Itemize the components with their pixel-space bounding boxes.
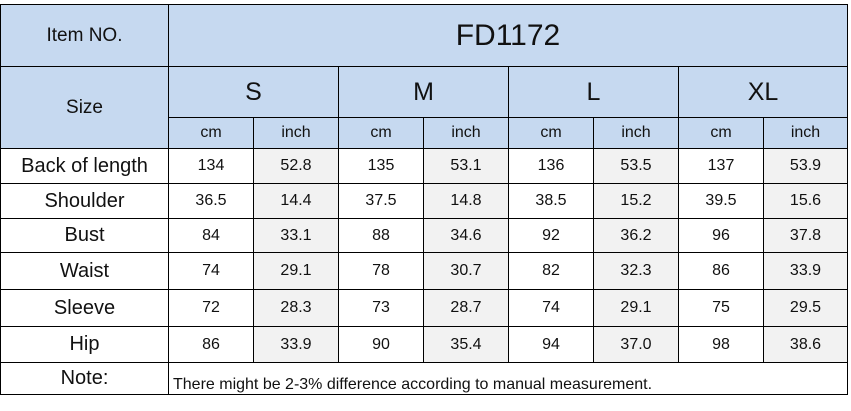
measurement-label: Waist [0, 252, 169, 290]
note-text: There might be 2-3% difference according… [168, 362, 848, 395]
size-chart-table: Item NO. FD1172 Size S M L XL cm inch cm… [0, 4, 848, 395]
cm-value-cell: 92 [508, 218, 594, 253]
unit-inch-m: inch [423, 117, 509, 149]
measurement-row: Sleeve 72 28.3 73 28.7 74 29.1 75 29.5 [0, 289, 848, 327]
cm-value-cell: 134 [168, 148, 254, 184]
unit-inch-l: inch [593, 117, 679, 149]
inch-value-cell: 37.0 [593, 326, 679, 363]
size-m-header: M [338, 66, 509, 118]
cm-value-cell: 72 [168, 289, 254, 327]
inch-value-cell: 33.9 [763, 252, 848, 290]
cm-value-cell: 137 [678, 148, 764, 184]
cm-value-cell: 86 [168, 326, 254, 363]
cm-value-cell: 75 [678, 289, 764, 327]
unit-row: cm inch cm inch cm inch cm inch [1, 117, 848, 149]
unit-cm-l: cm [508, 117, 594, 149]
measurement-row: Shoulder 36.5 14.4 37.5 14.8 38.5 15.2 39.5 15.6 [0, 183, 848, 219]
inch-value-cell: 14.8 [423, 183, 509, 219]
size-l-header: L [508, 66, 679, 118]
inch-value-cell: 33.9 [253, 326, 339, 363]
inch-value-cell: 33.1 [253, 218, 339, 253]
measurement-row: Hip 86 33.9 90 35.4 94 37.0 98 38.6 [0, 326, 848, 363]
cm-value-cell: 136 [508, 148, 594, 184]
inch-value-cell: 37.8 [763, 218, 848, 253]
inch-value-cell: 36.2 [593, 218, 679, 253]
cm-value-cell: 39.5 [678, 183, 764, 219]
inch-value-cell: 29.1 [253, 252, 339, 290]
size-xl-header: XL [678, 66, 848, 118]
note-row: Note: There might be 2-3% difference acco… [0, 362, 848, 395]
inch-value-cell: 34.6 [423, 218, 509, 253]
measurement-row: Bust 84 33.1 88 34.6 92 36.2 96 37.8 [0, 218, 848, 253]
cm-value-cell: 82 [508, 252, 594, 290]
cm-value-cell: 96 [678, 218, 764, 253]
unit-inch-xl: inch [763, 117, 848, 149]
cm-value-cell: 94 [508, 326, 594, 363]
cm-value-cell: 90 [338, 326, 424, 363]
inch-value-cell: 29.1 [593, 289, 679, 327]
cm-value-cell: 74 [168, 252, 254, 290]
measurement-label: Hip [0, 326, 169, 363]
unit-cm-xl: cm [678, 117, 764, 149]
inch-value-cell: 28.3 [253, 289, 339, 327]
cm-value-cell: 78 [338, 252, 424, 290]
cm-value-cell: 135 [338, 148, 424, 184]
size-name-row: Size S M L XL [0, 66, 848, 149]
inch-value-cell: 53.1 [423, 148, 509, 184]
measurement-label: Sleeve [0, 289, 169, 327]
inch-value-cell: 53.5 [593, 148, 679, 184]
size-label: Size [0, 66, 169, 149]
cm-value-cell: 36.5 [168, 183, 254, 219]
item-row: Item NO. FD1172 [0, 4, 848, 67]
measurement-label: Shoulder [0, 183, 169, 219]
inch-value-cell: 35.4 [423, 326, 509, 363]
measurement-label: Back of length [0, 148, 169, 184]
inch-value-cell: 32.3 [593, 252, 679, 290]
cm-value-cell: 38.5 [508, 183, 594, 219]
inch-value-cell: 15.2 [593, 183, 679, 219]
inch-value-cell: 29.5 [763, 289, 848, 327]
unit-inch-s: inch [253, 117, 339, 149]
item-no-label: Item NO. [0, 4, 169, 67]
size-s-header: S [168, 66, 339, 118]
measurement-label: Bust [0, 218, 169, 253]
inch-value-cell: 28.7 [423, 289, 509, 327]
inch-value-cell: 38.6 [763, 326, 848, 363]
unit-cm-s: cm [168, 117, 254, 149]
cm-value-cell: 84 [168, 218, 254, 253]
measurement-row: Waist 74 29.1 78 30.7 82 32.3 86 33.9 [0, 252, 848, 290]
cm-value-cell: 37.5 [338, 183, 424, 219]
product-code: FD1172 [168, 4, 848, 67]
inch-value-cell: 30.7 [423, 252, 509, 290]
cm-value-cell: 73 [338, 289, 424, 327]
cm-value-cell: 86 [678, 252, 764, 290]
inch-value-cell: 52.8 [253, 148, 339, 184]
inch-value-cell: 53.9 [763, 148, 848, 184]
measurement-row: Back of length 134 52.8 135 53.1 136 53.5 137 53… [0, 148, 848, 184]
note-label: Note: [0, 362, 169, 395]
cm-value-cell: 98 [678, 326, 764, 363]
unit-cm-m: cm [338, 117, 424, 149]
inch-value-cell: 14.4 [253, 183, 339, 219]
cm-value-cell: 88 [338, 218, 424, 253]
inch-value-cell: 15.6 [763, 183, 848, 219]
cm-value-cell: 74 [508, 289, 594, 327]
